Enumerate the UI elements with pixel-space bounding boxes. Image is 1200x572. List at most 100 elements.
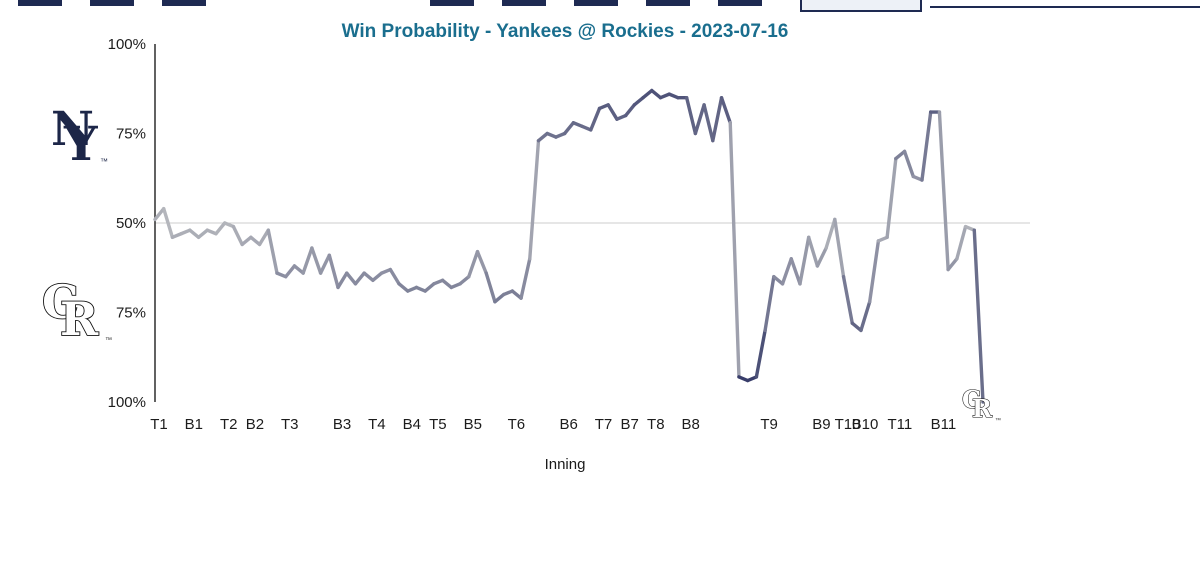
win-prob-segment (231, 224, 244, 247)
rockies-winner-logo-letter-r: R (972, 394, 993, 423)
win-prob-segment (266, 228, 279, 275)
win-prob-segment (188, 228, 201, 240)
x-tick-label: T11 (887, 416, 912, 433)
y-tick-label: 75% (116, 126, 146, 143)
x-tick-label: T7 (595, 416, 613, 433)
win-prob-segment (937, 110, 950, 272)
x-tick-label: B6 (559, 416, 577, 433)
x-tick-label: B5 (464, 416, 482, 433)
win-prob-segment (955, 224, 968, 261)
win-prob-segment (327, 253, 340, 290)
yankees-logo-letter-y: Y (63, 117, 98, 170)
win-prob-segment (519, 257, 532, 300)
win-prob-segment (867, 239, 881, 304)
win-prob-segment (763, 275, 776, 333)
win-prob-segment (589, 106, 602, 132)
win-prob-segment (440, 278, 454, 290)
win-prob-segment (894, 149, 907, 161)
win-prob-segment (946, 257, 959, 272)
y-tick-label: 100% (108, 36, 146, 53)
win-prob-segment (196, 228, 209, 240)
x-tick-label: T1 (150, 416, 168, 433)
win-prob-segment (833, 217, 846, 279)
yankees-logo: N Y ™ (51, 102, 108, 170)
win-prob-segment (249, 235, 262, 247)
top-tab[interactable] (718, 0, 762, 6)
win-prob-segment (284, 264, 297, 279)
win-prob-segment (536, 131, 549, 143)
win-prob-segment (841, 275, 854, 325)
win-prob-segment (153, 206, 166, 222)
win-prob-segment (719, 95, 732, 125)
win-prob-segment (388, 267, 401, 286)
win-prob-segment (371, 271, 384, 282)
rockies-logo-letter-r: R (60, 292, 99, 346)
win-prob-segment (789, 257, 802, 286)
win-prob-segment (711, 95, 724, 143)
win-prob-segment (859, 300, 872, 333)
x-tick-label: B11 (931, 416, 957, 433)
top-tab[interactable] (90, 0, 134, 6)
win-prob-segment (292, 264, 305, 275)
x-tick-label: T5 (429, 416, 447, 433)
x-tick-label: T2 (220, 416, 238, 433)
yankees-logo-letter-n: N (51, 102, 94, 157)
y-tick-label: 100% (108, 394, 146, 411)
win-prob-segment (562, 121, 576, 136)
top-tab[interactable] (18, 0, 62, 6)
win-prob-segment (798, 235, 811, 286)
x-tick-label: T10 (835, 416, 861, 433)
rockies-logo-letter-c: C (42, 275, 79, 329)
x-tick-label: B2 (246, 416, 264, 433)
win-prob-segment (920, 110, 933, 182)
top-tab[interactable] (162, 0, 206, 6)
win-prob-segment (885, 156, 898, 240)
x-tick-label: T4 (368, 416, 386, 433)
win-prob-segment (423, 282, 436, 293)
rockies-winner-logo-trademark: ™ (995, 417, 1001, 424)
win-prob-segment (606, 103, 619, 121)
x-tick-label: B1 (185, 416, 203, 433)
win-prob-segment (780, 257, 793, 286)
win-prob-segment (397, 282, 410, 293)
win-prob-segment (336, 271, 349, 290)
win-prob-segment (684, 95, 698, 136)
top-tab[interactable] (430, 0, 474, 6)
rockies-winner-logo: C R ™ (962, 384, 1001, 424)
chart-title: Win Probability - Yankees @ Rockies - 20… (341, 21, 789, 42)
x-tick-label: B3 (333, 416, 351, 433)
win-prob-segment (728, 121, 741, 379)
win-prob-segment (240, 235, 253, 247)
top-tab[interactable] (502, 0, 546, 6)
top-tab-active[interactable] (800, 0, 922, 12)
x-tick-label: T8 (647, 416, 665, 433)
win-prob-segment (493, 292, 506, 304)
win-prob-segment (310, 246, 323, 275)
win-prob-segment (850, 321, 863, 333)
top-tab[interactable] (646, 0, 690, 6)
rockies-winner-logo-letter-c: C (962, 385, 981, 414)
win-prob-segment (458, 275, 471, 286)
win-prob-segment (345, 271, 358, 286)
yankees-logo-trademark: ™ (100, 157, 108, 166)
y-tick-label: 75% (116, 305, 146, 322)
x-axis-label: Inning (544, 456, 586, 473)
rockies-logo: C R ™ (42, 274, 112, 347)
win-prob-segment (972, 228, 985, 404)
win-prob-segment (318, 253, 332, 275)
win-prob-segment (475, 249, 488, 275)
x-tick-label: B9 (812, 416, 830, 433)
top-tab[interactable] (574, 0, 618, 6)
win-prob-segment (824, 217, 837, 250)
top-divider-line (930, 6, 1200, 8)
win-prob-segment (702, 103, 715, 143)
win-prob-segment (257, 228, 271, 247)
win-prob-segment (754, 328, 767, 379)
x-tick-label: B10 (852, 416, 879, 433)
win-prob-segment (353, 271, 366, 286)
rockies-logo-trademark: ™ (105, 337, 112, 344)
x-tick-label: T6 (508, 416, 526, 433)
win-prob-segment (632, 95, 645, 107)
win-prob-segment (815, 246, 828, 268)
